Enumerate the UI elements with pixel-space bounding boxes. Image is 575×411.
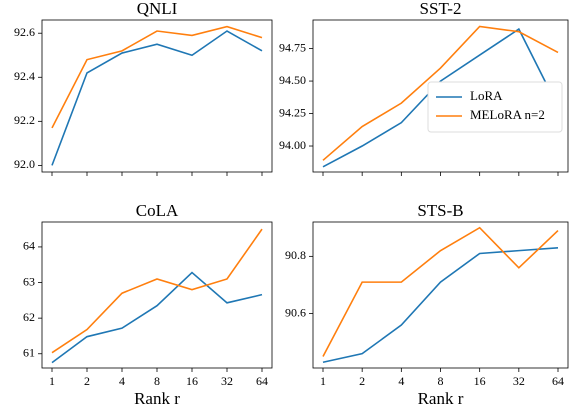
- x-axis-label: Rank r: [134, 389, 180, 408]
- legend-label: LoRA: [470, 88, 503, 103]
- x-tick-label: 4: [398, 374, 404, 388]
- x-tick-label: 8: [438, 374, 444, 388]
- x-tick-label: 16: [186, 374, 198, 388]
- series-line: [322, 27, 559, 168]
- series-line: [322, 226, 559, 357]
- series-line: [322, 246, 559, 364]
- y-tick-label: 64: [23, 239, 35, 253]
- x-tick-label: 8: [154, 374, 160, 388]
- y-tick-label: 63: [23, 274, 35, 288]
- y-tick-label: 94.50: [279, 73, 306, 87]
- x-tick-label: 2: [359, 374, 365, 388]
- chart-title: QNLI: [137, 0, 178, 18]
- x-tick-label: 64: [256, 374, 268, 388]
- series-line: [51, 271, 263, 364]
- y-tick-label: 62: [23, 310, 35, 324]
- plot-frame: [312, 221, 569, 369]
- plot-frame: [41, 19, 273, 173]
- x-tick-label: 16: [474, 374, 486, 388]
- y-tick-label: 90.8: [285, 248, 306, 262]
- x-tick-label: 1: [320, 374, 326, 388]
- y-tick-label: 92.6: [14, 25, 35, 39]
- x-axis-label: Rank r: [418, 389, 464, 408]
- chart-title: STS-B: [417, 201, 463, 220]
- x-tick-label: 32: [513, 374, 525, 388]
- y-tick-label: 94.25: [279, 105, 306, 119]
- series-line: [51, 25, 263, 129]
- y-tick-label: 92.2: [14, 113, 35, 127]
- x-tick-label: 4: [119, 374, 125, 388]
- y-tick-label: 92.4: [14, 69, 35, 83]
- x-tick-label: 64: [552, 374, 564, 388]
- series-line: [51, 30, 263, 166]
- series-line: [322, 25, 559, 161]
- plot-frame: [41, 221, 273, 369]
- legend-label: MELoRA n=2: [470, 107, 545, 122]
- chart-title: CoLA: [136, 201, 179, 220]
- legend-box: [427, 81, 563, 133]
- x-tick-label: 32: [221, 374, 233, 388]
- y-tick-label: 92.0: [14, 157, 35, 171]
- x-tick-label: 1: [49, 374, 55, 388]
- y-tick-label: 94.75: [279, 40, 306, 54]
- y-tick-label: 94.00: [279, 138, 306, 152]
- y-tick-label: 90.6: [285, 305, 306, 319]
- series-line: [51, 228, 263, 354]
- x-tick-label: 2: [84, 374, 90, 388]
- y-tick-label: 61: [23, 346, 35, 360]
- chart-title: SST-2: [420, 0, 462, 18]
